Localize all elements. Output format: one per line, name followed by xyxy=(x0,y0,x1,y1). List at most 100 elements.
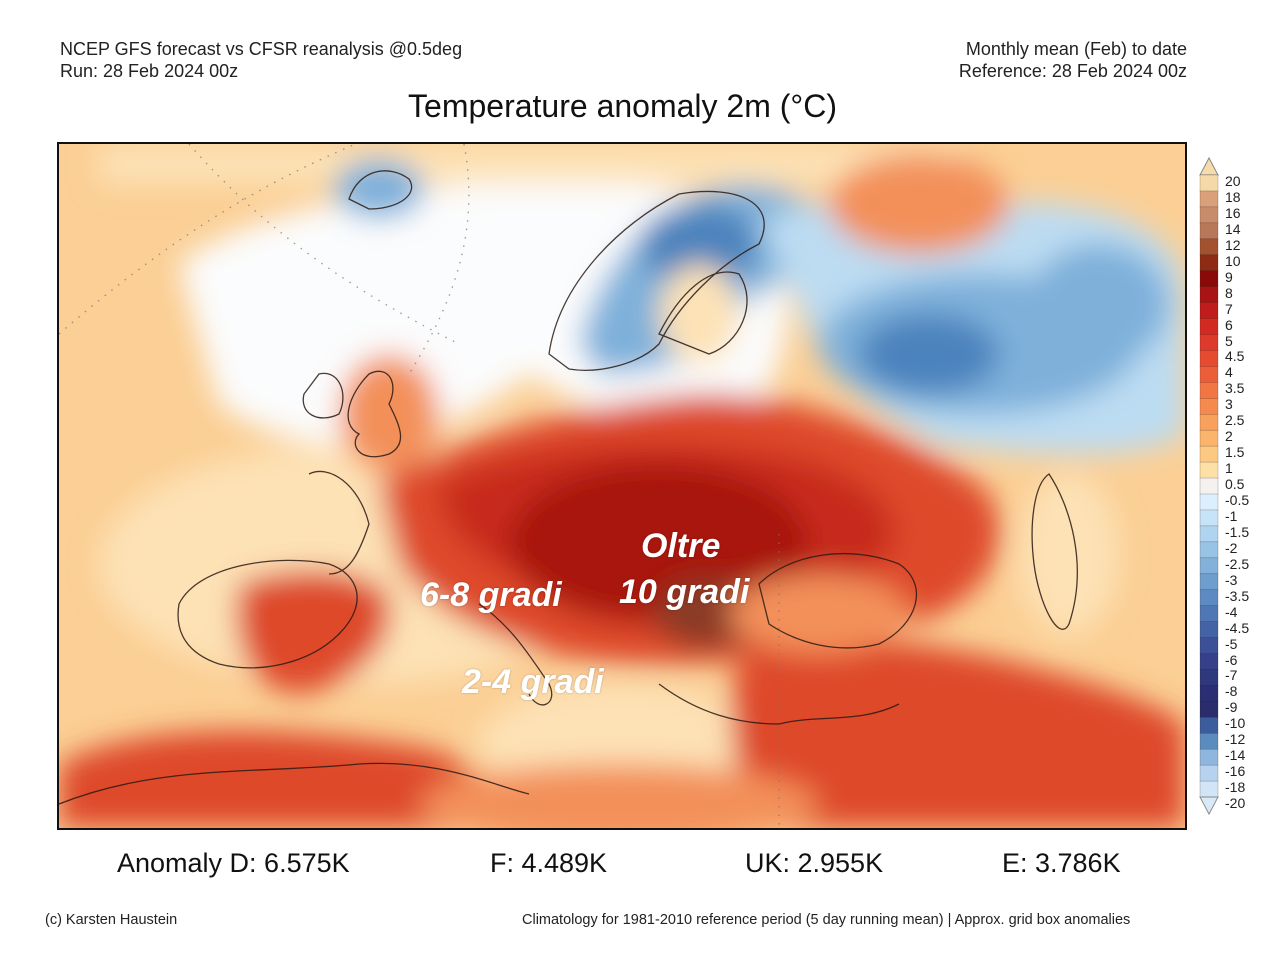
colorbar-tick-label: -1 xyxy=(1225,507,1238,524)
colorbar-bin xyxy=(1199,748,1219,766)
top-pale-band xyxy=(99,144,959,184)
colorbar-bin xyxy=(1199,732,1219,750)
colorbar-tick-label: -18 xyxy=(1225,779,1246,796)
colorbar-tick-label: -0.5 xyxy=(1225,492,1250,508)
colorbar-bin xyxy=(1199,637,1219,655)
middle-east-warm xyxy=(730,640,1185,828)
colorbar-bin xyxy=(1199,780,1219,798)
colorbar-tick-label: -3.5 xyxy=(1225,587,1250,604)
colorbar-tick-label: 1 xyxy=(1225,460,1233,477)
finland-coast xyxy=(658,271,748,355)
colorbar-tick-label: -8 xyxy=(1225,683,1238,700)
volga-cold-core xyxy=(859,314,999,394)
credit: (c) Karsten Haustein xyxy=(45,912,178,928)
annotation-10-gradi: 10 gradi xyxy=(619,573,750,611)
colorbar-bin xyxy=(1199,685,1219,702)
iberia-warm xyxy=(236,570,391,694)
stat-uk: UK: 2.955K xyxy=(745,848,884,878)
colorbar-tick-label: 10 xyxy=(1225,252,1241,269)
colorbar-bin xyxy=(1199,366,1219,383)
colorbar-tick-label: 14 xyxy=(1225,220,1241,237)
colorbar-tick-label: 1.5 xyxy=(1225,444,1245,461)
colorbar-tick-label: -16 xyxy=(1225,763,1246,780)
ireland-coast xyxy=(302,372,344,419)
anomaly-field xyxy=(59,144,1185,828)
colorbar-tick-label: -9 xyxy=(1225,699,1238,716)
iceland-cold xyxy=(334,159,424,219)
colorbar-bin xyxy=(1199,334,1219,352)
colorbar-bin xyxy=(1199,302,1219,320)
france-coast xyxy=(308,470,370,575)
colorbar-tick-label: -4.5 xyxy=(1225,619,1250,636)
colorbar-bin xyxy=(1199,270,1219,288)
colorbar-tick-label: 5 xyxy=(1225,332,1233,349)
colorbar-tick-label: 3.5 xyxy=(1225,380,1245,397)
colorbar-bin xyxy=(1199,286,1219,304)
colorbar-tick-label: -14 xyxy=(1225,747,1246,764)
colorbar-bin xyxy=(1199,461,1219,479)
black-sea-coast xyxy=(758,553,918,649)
north-africa-coast xyxy=(59,762,530,805)
colorbar-tick-label: 18 xyxy=(1225,188,1241,205)
colorbar-bin xyxy=(1199,701,1219,718)
reference-info: Reference: 28 Feb 2024 00z xyxy=(958,61,1187,81)
north-africa-warm xyxy=(59,730,499,828)
colorbar-bin xyxy=(1199,174,1219,192)
colorbar-tick-label: -2 xyxy=(1225,539,1238,556)
colorbar-bin xyxy=(1199,605,1219,623)
colorbar-bin xyxy=(1199,445,1219,463)
turkey-coast xyxy=(658,683,900,725)
model-info: NCEP GFS forecast vs CFSR reanalysis @0.… xyxy=(60,39,463,59)
caspian-coast xyxy=(1031,473,1078,630)
caspian-mild xyxy=(1019,474,1119,634)
colorbar-bin xyxy=(1199,190,1219,208)
colorbar-tick-label: 6 xyxy=(1225,316,1233,333)
colorbar-tick-label: 7 xyxy=(1225,300,1233,317)
colorbar-bin xyxy=(1199,222,1219,240)
colorbar-tick-label: -4 xyxy=(1225,603,1238,620)
colorbar-tick-label: -10 xyxy=(1225,715,1246,732)
colorbar-bin xyxy=(1199,716,1219,734)
iberia-coast xyxy=(177,559,358,669)
colorbar-tick-label: 3 xyxy=(1225,396,1233,413)
colorbar-tick-label: -1.5 xyxy=(1225,523,1250,540)
climatology-note: Climatology for 1981-2010 reference peri… xyxy=(522,912,1131,928)
map-title: Temperature anomaly 2m (°C) xyxy=(408,88,837,124)
stat-germany: Anomaly D: 6.575K xyxy=(117,848,350,878)
colorbar-tick-label: 8 xyxy=(1225,284,1233,301)
britain-coast xyxy=(347,370,402,458)
map-canvas xyxy=(59,144,1185,828)
colorbar-arrow-top xyxy=(1199,156,1219,176)
kazakh-cold-spot xyxy=(1134,394,1184,434)
colorbar-tick-label: -20 xyxy=(1225,795,1246,812)
urals-cold xyxy=(1029,244,1169,364)
colorbar-bin xyxy=(1199,509,1219,527)
colorbar-tick-label: -7 xyxy=(1225,667,1238,684)
balkans-extreme xyxy=(654,579,764,649)
scandinavia-cold-core xyxy=(639,204,759,284)
colorbar-tick-label: -5 xyxy=(1225,635,1238,652)
south-med xyxy=(419,764,819,828)
annotation-oltre: Oltre xyxy=(641,527,721,565)
colorbar-bin xyxy=(1199,398,1219,415)
colorbar-bin xyxy=(1199,589,1219,607)
colorbar-tick-label: 16 xyxy=(1225,204,1241,221)
colorbar-tick-label: -12 xyxy=(1225,731,1246,748)
header-right: Monthly mean (Feb) to date Reference: 28… xyxy=(959,38,1187,82)
colorbar-bin xyxy=(1199,477,1219,495)
coastlines xyxy=(59,170,1078,805)
uk-warm xyxy=(339,354,439,474)
colorbar-tick-label: 20 xyxy=(1225,173,1241,189)
colorbar-graphic xyxy=(1199,156,1219,816)
colorbar-bin xyxy=(1199,573,1219,591)
black-sea-mild xyxy=(729,574,909,654)
colorbar-bin xyxy=(1199,429,1219,447)
italy-coast xyxy=(478,603,553,706)
colorbar-bin xyxy=(1199,621,1219,639)
colorbar-bin xyxy=(1199,764,1219,782)
header-left: NCEP GFS forecast vs CFSR reanalysis @0.… xyxy=(60,38,462,82)
colorbar-tick-label: -3 xyxy=(1225,571,1238,588)
colorbar-tick-label: 2 xyxy=(1225,428,1233,445)
colorbar-bin xyxy=(1199,413,1219,431)
stat-spain: E: 3.786K xyxy=(1002,848,1121,878)
